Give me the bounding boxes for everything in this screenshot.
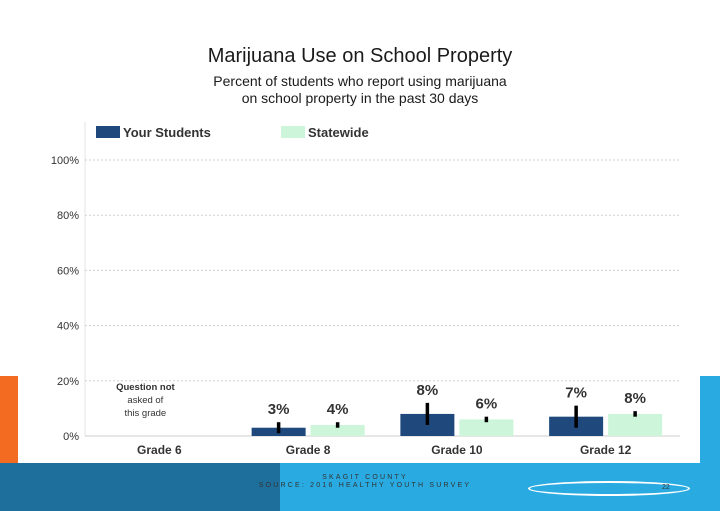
slide-subtitle: Percent of students who report using mar… bbox=[0, 73, 720, 107]
y-tick-label: 20% bbox=[57, 376, 79, 388]
slide-panel bbox=[18, 0, 700, 463]
x-tick-label: Grade 8 bbox=[286, 443, 331, 457]
y-tick-label: 80% bbox=[57, 210, 79, 222]
grade6-note-line: Question not bbox=[116, 382, 175, 393]
data-label: 4% bbox=[327, 401, 349, 418]
legend-label-your-students: Your Students bbox=[123, 125, 211, 140]
bar-statewide bbox=[608, 413, 663, 436]
data-label: 8% bbox=[624, 390, 646, 407]
data-label: 6% bbox=[476, 396, 498, 413]
y-tick-label: 60% bbox=[57, 265, 79, 277]
data-label: 3% bbox=[268, 401, 290, 418]
data-label: 7% bbox=[565, 385, 587, 402]
y-tick-label: 0% bbox=[63, 431, 79, 443]
subtitle-line-2: on school property in the past 30 days bbox=[241, 90, 479, 106]
legend-swatch-statewide bbox=[281, 126, 305, 138]
data-label: 8% bbox=[417, 382, 439, 399]
x-tick-label: Grade 10 bbox=[431, 443, 483, 457]
bottom-dark-band bbox=[0, 463, 280, 511]
legend-swatch-your-students bbox=[96, 126, 120, 138]
footer-county: SKAGIT COUNTY bbox=[322, 474, 408, 481]
y-tick-label: 40% bbox=[57, 321, 79, 333]
footer-source-line: SOURCE: 2016 HEALTHY YOUTH SURVEY bbox=[258, 482, 472, 489]
bar-statewide bbox=[310, 424, 365, 436]
page-number: 22 bbox=[662, 484, 670, 491]
bar-statewide bbox=[459, 419, 514, 436]
legend-label-statewide: Statewide bbox=[308, 125, 369, 140]
bar-chart: 0% 20% 40% 60% 80% 100% Your Students Statewide… bbox=[51, 122, 680, 457]
footer-source: SKAGIT COUNTY SOURCE: 2016 HEALTHY YOUTH… bbox=[250, 474, 480, 490]
slide-title: Marijuana Use on School Property bbox=[207, 45, 513, 67]
bar-your-students bbox=[400, 413, 455, 436]
x-tick-label: Grade 6 bbox=[137, 443, 182, 457]
grade6-note-line: asked of bbox=[127, 395, 163, 406]
y-tick-label: 100% bbox=[51, 155, 79, 167]
page-number-oval bbox=[528, 481, 690, 496]
grade6-note-line: this grade bbox=[125, 408, 167, 419]
subtitle-line-1: Percent of students who report using mar… bbox=[213, 73, 507, 89]
x-tick-label: Grade 12 bbox=[580, 443, 632, 457]
